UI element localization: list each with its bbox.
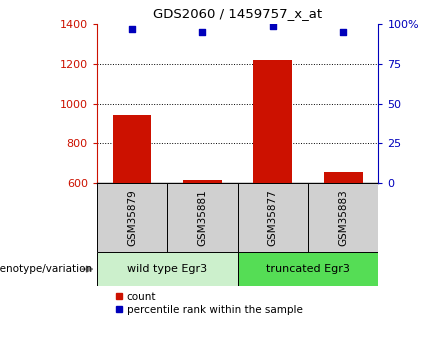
Bar [183,180,222,183]
Bar [324,172,363,183]
Text: GSM35877: GSM35877 [268,189,278,246]
Text: GSM35883: GSM35883 [338,189,348,246]
Point [340,29,347,35]
Text: genotype/variation: genotype/variation [0,264,92,274]
Bar [97,252,238,286]
Bar [238,183,308,252]
Bar [113,116,151,183]
Title: GDS2060 / 1459757_x_at: GDS2060 / 1459757_x_at [153,7,322,20]
Point [128,26,136,32]
Bar [167,183,238,252]
Point [199,29,206,35]
Point [269,23,276,29]
Text: wild type Egr3: wild type Egr3 [127,264,207,274]
Text: truncated Egr3: truncated Egr3 [266,264,350,274]
Bar [253,60,292,183]
Text: GSM35881: GSM35881 [198,189,207,246]
Text: GSM35879: GSM35879 [127,189,137,246]
Bar [238,252,378,286]
Bar [97,183,167,252]
Legend: count, percentile rank within the sample: count, percentile rank within the sample [116,292,302,315]
Bar [308,183,378,252]
